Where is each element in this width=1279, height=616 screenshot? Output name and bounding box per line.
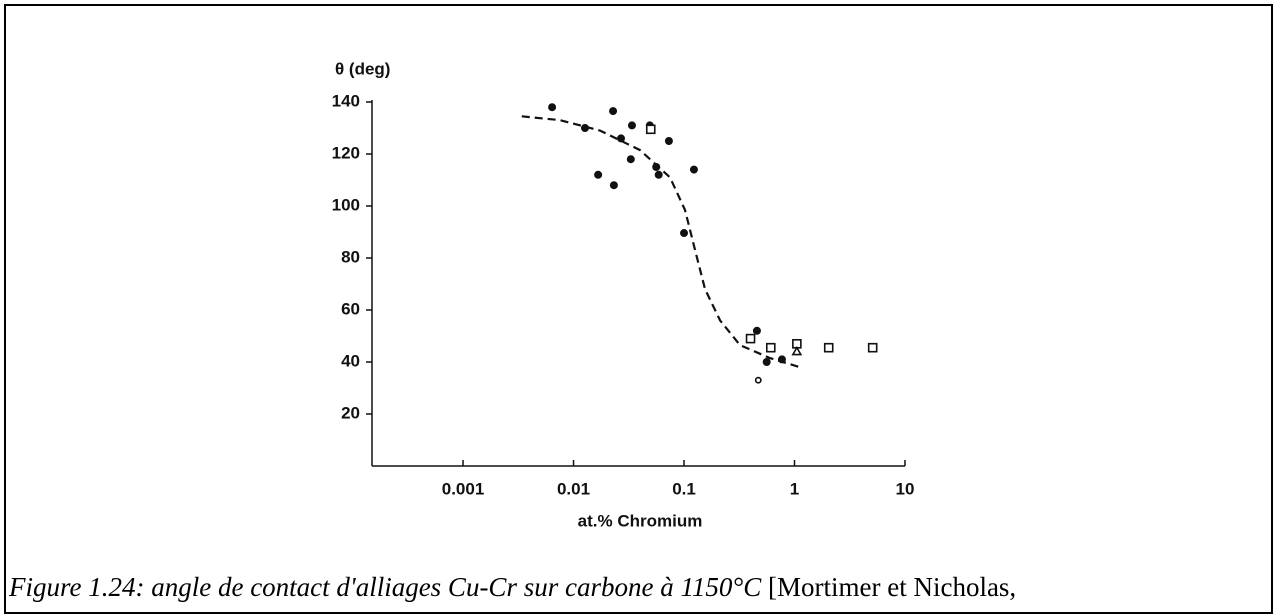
circle-point (754, 376, 762, 384)
circle-point (627, 121, 636, 130)
circle-point (609, 181, 618, 190)
square-point (765, 342, 776, 353)
caption: Figure 1.24: angle de contact d'alliages… (9, 572, 1016, 603)
y-tick-label: 120 (332, 143, 360, 162)
caption-italic: Figure 1.24: angle de contact d'alliages… (9, 572, 762, 602)
circle-point (548, 103, 557, 112)
x-tick-label: 10 (896, 479, 915, 498)
circle-point (654, 170, 663, 179)
square-point (645, 124, 656, 135)
square-point (745, 333, 756, 344)
y-tick-label: 140 (332, 91, 360, 110)
square-point (823, 342, 834, 353)
circle-point (617, 134, 626, 143)
circle-point (664, 137, 673, 146)
y-tick-label: 40 (341, 351, 360, 370)
x-axis-label: at.% Chromium (578, 511, 703, 530)
y-axis-label: θ (deg) (335, 59, 390, 78)
circle-point (626, 155, 635, 164)
circle-point (689, 165, 698, 174)
x-tick-label: 0.01 (557, 479, 590, 498)
caption-text: [Mortimer et Nicholas, (768, 572, 1017, 602)
x-tick-label: 0.001 (442, 479, 485, 498)
y-tick-label: 80 (341, 247, 360, 266)
triangle-point (791, 345, 803, 356)
circle-point (762, 357, 771, 366)
y-tick-label: 20 (341, 403, 360, 422)
fit-curve (521, 115, 801, 369)
y-tick-label: 60 (341, 299, 360, 318)
circle-point (680, 229, 689, 238)
y-tick-label: 100 (332, 195, 360, 214)
x-tick-label: 0.1 (672, 479, 696, 498)
circle-point (594, 170, 603, 179)
frame (4, 4, 1273, 614)
circle-point (752, 326, 761, 335)
square-point (867, 342, 878, 353)
circle-point (609, 107, 618, 116)
x-tick-label: 1 (790, 479, 799, 498)
